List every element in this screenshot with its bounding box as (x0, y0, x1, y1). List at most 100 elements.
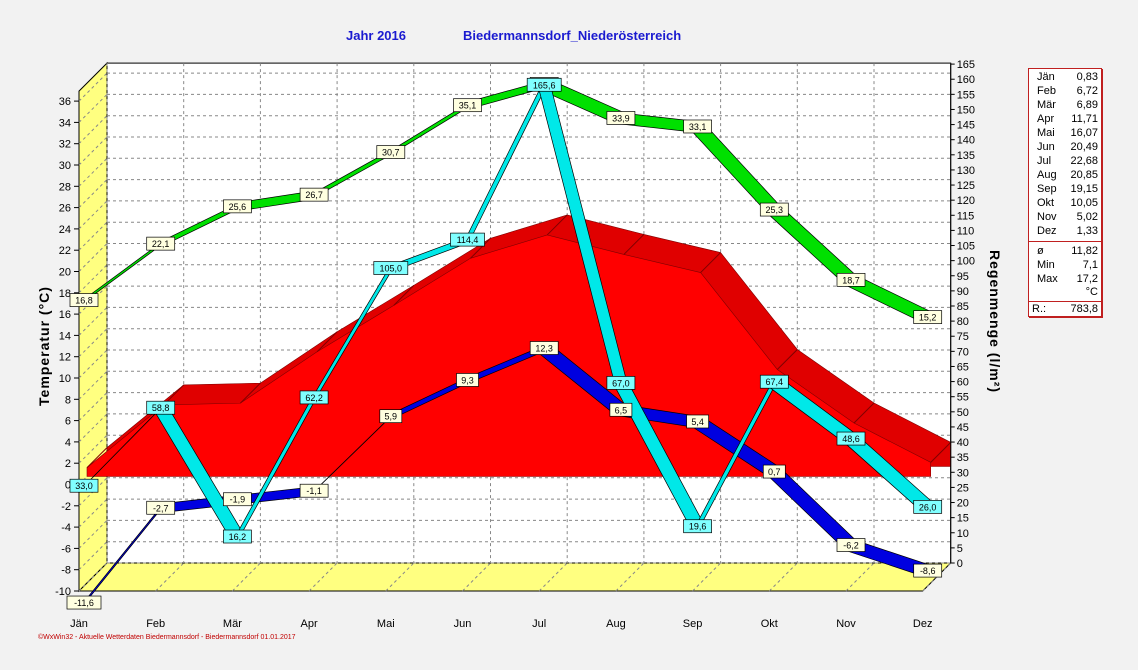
rainfall-label-box (526, 77, 562, 92)
legend-month-row: Jun 20,49 (1029, 140, 1101, 154)
rain-axis-title: Regenmenge (l/m²) (987, 250, 1003, 394)
max-temperature-label: 15,2 (919, 313, 937, 323)
rain-tick-label: 75 (957, 331, 969, 343)
legend-stat-value: 11,82 (1071, 245, 1098, 257)
h-gridline-wall (78, 498, 108, 528)
rain-tick-label: 125 (957, 180, 975, 192)
rainfall-label-box (450, 232, 485, 247)
month-label: Apr (301, 618, 318, 630)
temperature-tick-label: 16 (59, 309, 71, 321)
rain-tick-label: 130 (957, 165, 975, 177)
temperature-tick-label: 20 (59, 267, 71, 279)
legend-month-value: 6,72 (1076, 85, 1098, 97)
min-temperature-label: 5,4 (691, 417, 704, 427)
legend-month-label: Jul (1037, 155, 1052, 167)
rainfall-label: 165,6 (533, 80, 556, 90)
h-gridline-wall (78, 221, 108, 251)
legend-month-value: 19,15 (1070, 183, 1098, 195)
month-label: Nov (836, 618, 856, 630)
max-temperature-label-box (223, 199, 252, 214)
month-label: Aug (606, 618, 626, 630)
min-temperature-label: 12,3 (535, 344, 553, 354)
min-temperature-label: 9,3 (461, 375, 474, 385)
temperature-tick-label: 14 (59, 330, 71, 342)
rain-tick-label: 150 (957, 104, 975, 116)
chart-year-label: Jahr 2016 (346, 28, 406, 43)
legend-month-label: Apr (1037, 113, 1055, 125)
legend-month-row: Aug 20,85 (1029, 168, 1101, 182)
legend-stat-row: ø 11,82 (1029, 244, 1101, 258)
temperature-area-edge (930, 441, 952, 463)
max-temperature-label-box (606, 111, 636, 125)
rain-tick-label: 135 (957, 150, 975, 162)
rainfall-label: 58,8 (152, 403, 170, 413)
min-temperature-label-box (836, 538, 866, 552)
v-gridline-floor (692, 562, 721, 592)
legend-month-label: Jän (1037, 71, 1055, 83)
h-gridline-wall (78, 200, 108, 230)
legend-month-label: Sep (1037, 183, 1057, 195)
max-temperature-label: 30,7 (382, 148, 400, 158)
rain-tick-label: 35 (957, 452, 969, 464)
legend-stat-label: Max (1037, 273, 1058, 285)
rainfall-label-box (373, 261, 409, 275)
rain-tick-label: 100 (957, 256, 975, 268)
max-temperature-label: 26,7 (305, 190, 323, 200)
legend-month-value: 20,49 (1070, 141, 1098, 153)
min-temperature-label: 0,7 (768, 467, 781, 477)
rain-tick-label: 20 (957, 498, 969, 510)
legend-stat-row: Min 7,1 (1029, 258, 1101, 272)
temperature-area-edge (240, 382, 261, 404)
legend-unit: °C (1085, 286, 1098, 298)
temperature-area-edge (316, 331, 338, 353)
v-gridline-floor (385, 562, 415, 592)
legend-month-label: Okt (1037, 197, 1055, 209)
legend-month-row: Feb 6,72 (1029, 84, 1101, 98)
rain-tick-label: 15 (957, 513, 969, 525)
max-temperature-label: 25,6 (229, 202, 247, 212)
month-label: Dez (913, 618, 933, 630)
h-gridline-wall (78, 541, 108, 571)
month-label: Sep (683, 618, 703, 630)
rainfall-label: 67,4 (766, 377, 784, 387)
legend-stat-label: ø (1037, 245, 1044, 257)
rainfall-label-box (913, 500, 943, 514)
h-gridline-wall (78, 328, 108, 358)
min-temperature-label-box (66, 595, 102, 610)
floor (77, 562, 952, 592)
max-temperature-label: 33,1 (689, 122, 707, 132)
temperature-axis-title: Temperatur (°C) (36, 286, 52, 406)
min-temperature-label: -6,2 (843, 541, 859, 551)
h-gridline-wall (78, 370, 108, 400)
min-temperature-label-box (529, 341, 559, 355)
month-label: Feb (146, 618, 165, 630)
rainfall-label: 105,0 (380, 264, 403, 274)
rainfall-label-box (683, 519, 712, 534)
rain-tick-label: 140 (957, 135, 975, 147)
v-gridline-floor (308, 562, 338, 592)
temperature-area-edge (470, 237, 491, 259)
max-temperature-label-box (913, 310, 943, 324)
rainfall-label: 19,6 (689, 522, 707, 532)
rain-tick-label: 70 (957, 346, 969, 358)
temperature-tick-label: 12 (59, 352, 71, 364)
h-gridline-wall (78, 136, 108, 166)
legend-month-row: Sep 19,15 (1029, 182, 1101, 196)
left-wall (78, 61, 108, 593)
temperature-tick-label: -10 (55, 586, 71, 598)
rain-tick-label: 90 (957, 286, 969, 298)
legend-stat-row: Max 17,2 (1029, 272, 1101, 286)
legend-stats: ø 11,82 Min 7,1 Max 17,2 (1029, 242, 1101, 286)
max-temperature-label: 22,1 (152, 239, 170, 249)
rain-tick-label: 160 (957, 74, 975, 86)
max-temperature-label: 33,9 (612, 113, 630, 123)
legend-month-value: 16,07 (1070, 127, 1098, 139)
max-temperature-label-box (683, 119, 712, 134)
legend-stat-label: Min (1037, 259, 1055, 271)
rainfall-label: 62,2 (305, 393, 323, 403)
legend-month-value: 22,68 (1070, 155, 1098, 167)
monthly-average-legend: Jän 0,83 Feb 6,72 Mär 6,89 Apr 11,71 Mai 16,07 Jun… (1028, 68, 1102, 317)
h-gridline-wall (78, 243, 108, 272)
max-temperature-label: 35,1 (459, 101, 477, 111)
